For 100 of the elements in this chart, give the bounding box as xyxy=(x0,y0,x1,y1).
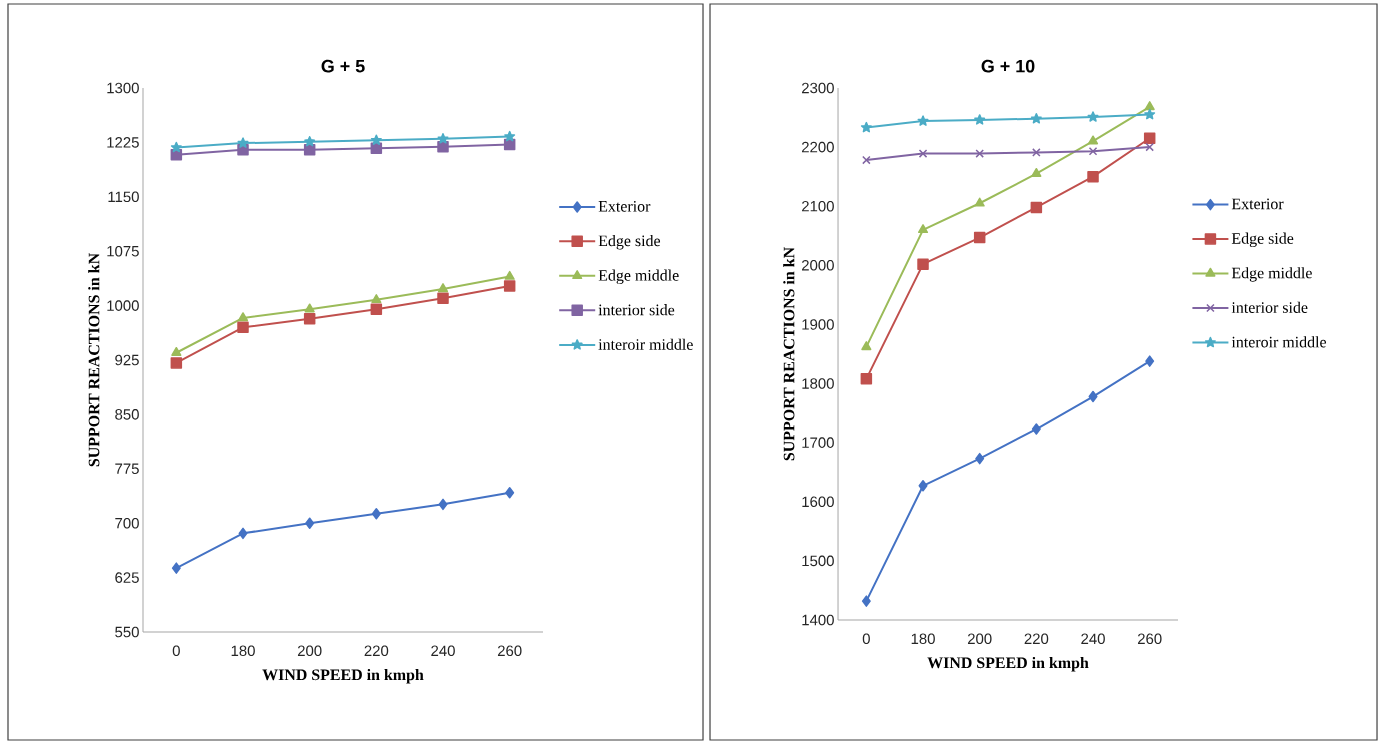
y-tick-label: 1150 xyxy=(108,191,139,203)
point xyxy=(1088,146,1098,156)
point xyxy=(917,258,929,270)
x-tick-label: 0 xyxy=(862,633,870,645)
point xyxy=(237,321,249,334)
point xyxy=(238,527,248,540)
point xyxy=(305,517,315,529)
legend-label: Edge middle xyxy=(598,269,679,285)
point xyxy=(862,155,871,165)
point xyxy=(1030,112,1042,124)
x-tick-label: 200 xyxy=(967,633,992,645)
point xyxy=(1088,390,1098,403)
y-tick-label: 700 xyxy=(115,517,139,529)
x-tick-label: 260 xyxy=(1137,633,1162,645)
y-tick-label: 2000 xyxy=(802,260,834,271)
point xyxy=(1030,201,1043,214)
legend-label: Edge side xyxy=(1231,232,1294,248)
point xyxy=(503,280,516,292)
point xyxy=(171,346,182,356)
y-tick-label: 1225 xyxy=(107,137,139,148)
point xyxy=(1087,135,1099,145)
point xyxy=(438,498,448,511)
point xyxy=(975,149,984,158)
x-tick-label: 200 xyxy=(297,645,322,657)
point xyxy=(1144,108,1156,120)
y-axis-title: SUPPORT REACTIONS in kN xyxy=(88,253,100,467)
chart-title: G + 10 xyxy=(981,59,1035,73)
legend-label: interior side xyxy=(1231,301,1308,313)
point xyxy=(975,452,985,465)
y-tick-label: 2300 xyxy=(802,82,834,94)
y-tick-label: 625 xyxy=(115,572,139,583)
legend-label: interoir middle xyxy=(1231,336,1327,348)
y-axis-title: SUPPORT REACTIONS in kN xyxy=(783,247,795,461)
point xyxy=(304,135,316,147)
y-tick-label: 850 xyxy=(115,409,139,420)
point xyxy=(1145,355,1155,367)
y-tick-label: 1075 xyxy=(107,245,139,257)
point xyxy=(861,595,871,607)
point xyxy=(861,341,872,351)
point xyxy=(370,134,382,146)
chart-title: G + 5 xyxy=(321,59,365,73)
point xyxy=(304,303,315,313)
point xyxy=(860,373,873,385)
point xyxy=(371,508,381,520)
legend-label: Edge side xyxy=(598,235,661,250)
y-tick-label: 1700 xyxy=(802,437,834,448)
point xyxy=(170,357,183,369)
point xyxy=(437,140,449,153)
point xyxy=(437,292,449,305)
point xyxy=(1087,111,1099,122)
y-tick-label: 2200 xyxy=(802,141,834,153)
point xyxy=(1144,101,1155,111)
point xyxy=(237,137,249,148)
x-tick-label: 220 xyxy=(364,645,389,657)
point xyxy=(504,270,515,280)
point xyxy=(1145,142,1154,152)
legend-label: Edge middle xyxy=(1231,267,1312,282)
y-tick-label: 550 xyxy=(115,626,139,638)
x-tick-label: 240 xyxy=(431,645,455,657)
point xyxy=(1031,167,1042,177)
point xyxy=(1032,148,1041,157)
y-tick-label: 775 xyxy=(115,463,139,475)
x-axis-title: WIND SPEED in kmph xyxy=(927,656,1089,672)
point xyxy=(918,480,928,492)
point xyxy=(1087,170,1099,183)
y-tick-label: 1800 xyxy=(802,378,834,389)
point xyxy=(237,312,249,322)
x-tick-label: 180 xyxy=(911,633,935,645)
x-tick-label: 260 xyxy=(497,645,522,657)
point xyxy=(370,303,383,315)
y-tick-label: 1400 xyxy=(802,614,834,626)
point xyxy=(1031,423,1041,435)
point xyxy=(917,224,929,234)
legend-label: interior side xyxy=(598,304,675,316)
point xyxy=(917,115,929,126)
point xyxy=(860,121,872,133)
point xyxy=(303,312,316,325)
point xyxy=(171,562,181,574)
point xyxy=(974,197,985,207)
point xyxy=(505,486,515,499)
y-tick-label: 1000 xyxy=(107,300,139,311)
point xyxy=(1143,132,1156,144)
y-tick-label: 1900 xyxy=(802,319,834,330)
point xyxy=(371,294,382,304)
y-tick-label: 1300 xyxy=(107,82,139,94)
x-tick-label: 0 xyxy=(172,645,180,657)
x-tick-label: 220 xyxy=(1024,633,1049,645)
y-tick-label: 1600 xyxy=(802,496,834,508)
point xyxy=(973,231,986,244)
point xyxy=(504,130,516,142)
x-tick-label: 240 xyxy=(1081,633,1105,645)
y-tick-label: 925 xyxy=(115,354,139,366)
point xyxy=(437,133,449,144)
point xyxy=(437,283,449,293)
legend-label: Exterior xyxy=(598,200,651,212)
x-axis-title: WIND SPEED in kmph xyxy=(262,668,424,684)
point xyxy=(170,141,182,153)
legend-label: Exterior xyxy=(1231,198,1284,210)
x-tick-label: 180 xyxy=(231,645,255,657)
y-tick-label: 2100 xyxy=(802,200,834,212)
